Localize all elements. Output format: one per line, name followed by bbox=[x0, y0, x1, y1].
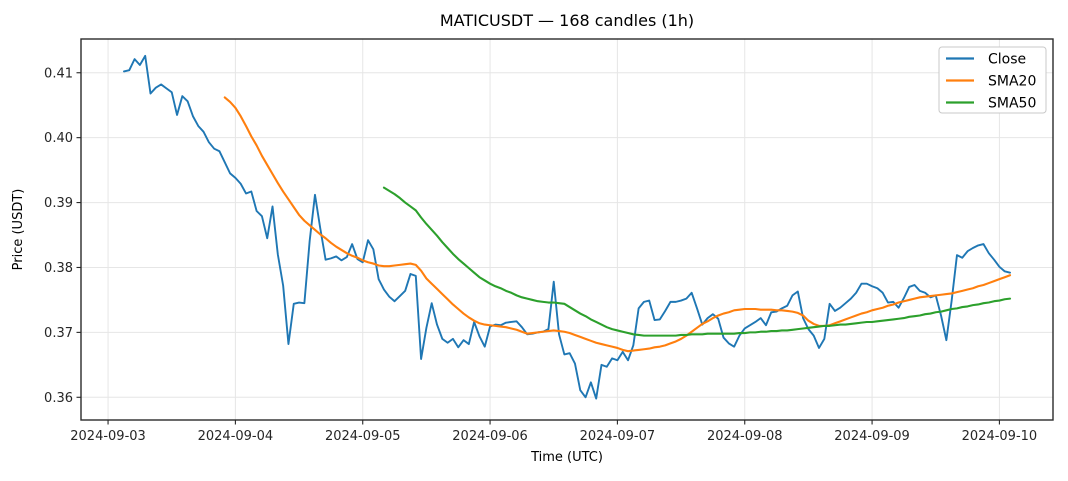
y-tick-label: 0.36 bbox=[44, 391, 73, 406]
x-tick-label: 2024-09-07 bbox=[580, 429, 656, 444]
sma20-line bbox=[223, 96, 1012, 353]
legend-label-sma20: SMA20 bbox=[988, 74, 1036, 90]
close-line bbox=[123, 54, 1011, 400]
y-tick-label: 0.41 bbox=[44, 66, 73, 81]
y-tick-label: 0.40 bbox=[44, 131, 73, 146]
sma50-line bbox=[382, 186, 1012, 337]
axes-frame bbox=[80, 38, 1054, 421]
x-tick-label: 2024-09-08 bbox=[707, 429, 783, 444]
x-tick-label: 2024-09-10 bbox=[962, 429, 1038, 444]
x-tick-label: 2024-09-04 bbox=[198, 429, 274, 444]
y-axis-label: Price (USDT) bbox=[11, 189, 26, 271]
x-axis-label: Time (UTC) bbox=[530, 450, 603, 465]
y-tick-label: 0.39 bbox=[44, 196, 73, 211]
tick-layer: 0.36 0.37 0.38 0.39 0.40 0.41 2024-09-03 2024-0… bbox=[44, 66, 1037, 444]
x-tick-label: 2024-09-05 bbox=[325, 429, 401, 444]
legend: Close SMA20 SMA50 bbox=[938, 46, 1047, 114]
y-tick-label: 0.38 bbox=[44, 261, 73, 276]
legend-label-sma50: SMA50 bbox=[988, 96, 1036, 112]
x-tick-label: 2024-09-03 bbox=[70, 429, 146, 444]
x-tick-label: 2024-09-06 bbox=[452, 429, 528, 444]
legend-frame bbox=[938, 46, 1047, 114]
series-layer bbox=[123, 54, 1012, 400]
axes-background bbox=[81, 39, 1053, 420]
x-tick-label: 2024-09-09 bbox=[834, 429, 910, 444]
y-tick-label: 0.37 bbox=[44, 326, 73, 341]
chart-title: MATICUSDT — 168 candles (1h) bbox=[440, 11, 694, 30]
legend-label-close: Close bbox=[988, 52, 1026, 68]
